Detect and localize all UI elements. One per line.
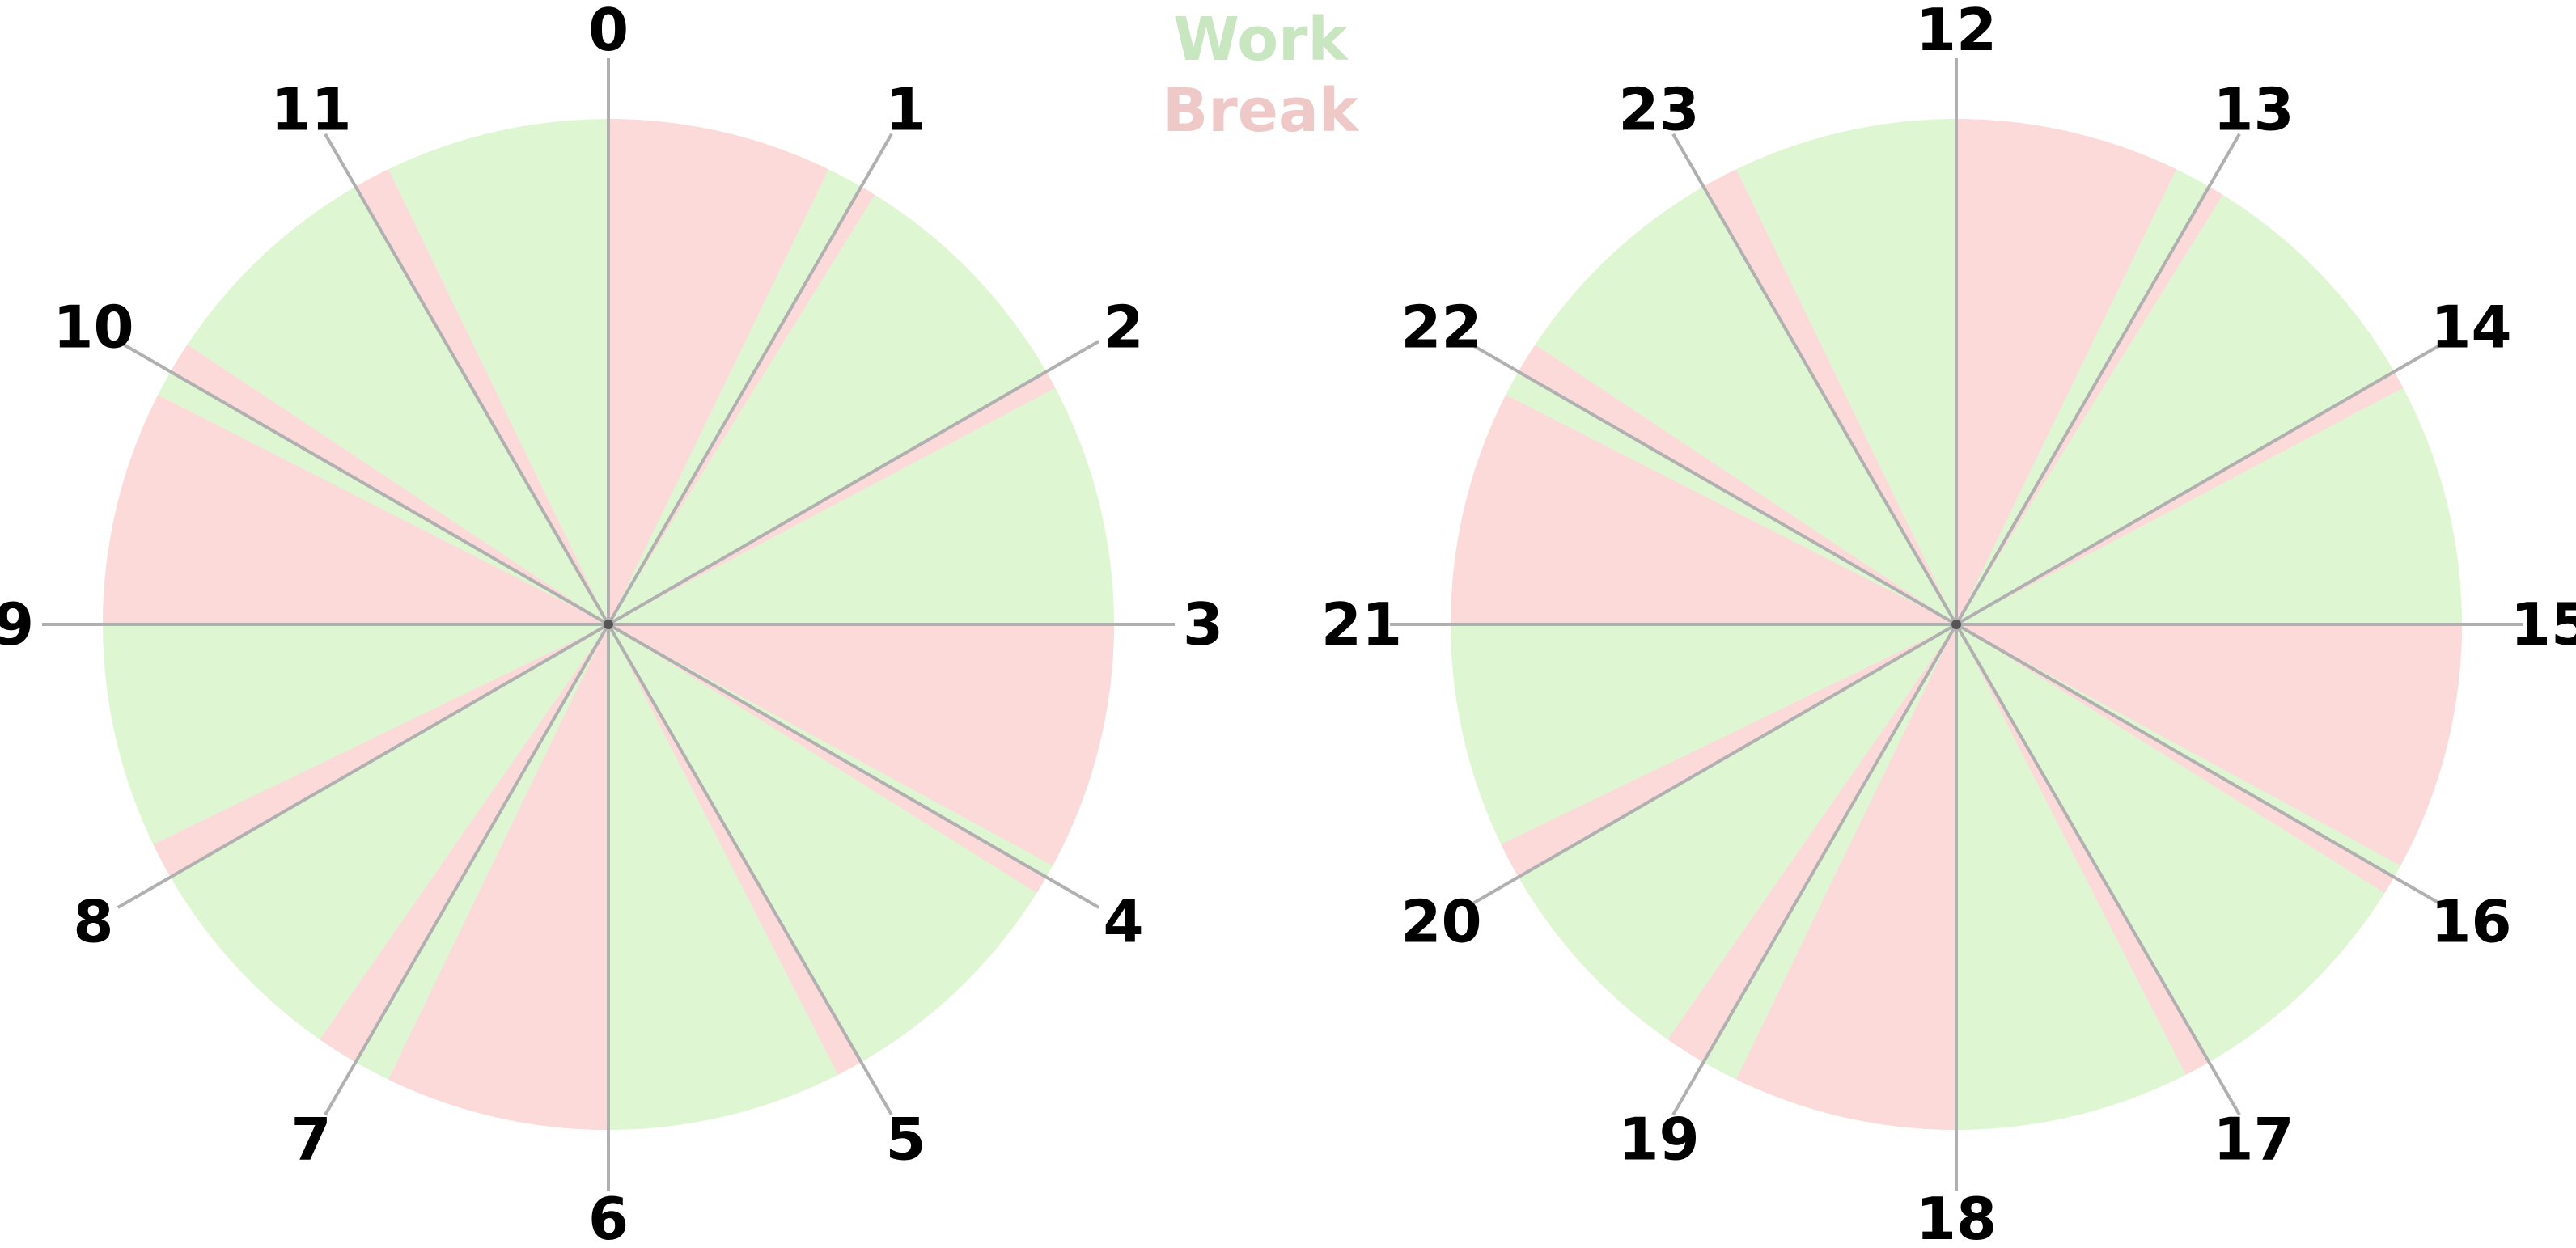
hour-spoke <box>607 624 893 1116</box>
hour-spoke <box>1464 340 1957 626</box>
hour-label: 14 <box>2430 294 2511 362</box>
hour-label: 21 <box>1321 590 1402 658</box>
hour-label: 19 <box>1618 1106 1699 1174</box>
legend: Work Break <box>1163 5 1360 146</box>
hour-label: 17 <box>2213 1106 2294 1174</box>
break-sector <box>1956 186 2223 625</box>
left-clock-dial: 0 1 2 3 4 5 6 7 8 9 10 11 <box>0 0 1223 1248</box>
break-sector <box>103 395 608 624</box>
hour-label: 11 <box>270 75 351 143</box>
break-sector <box>1667 624 1956 1063</box>
right-clock-dial: 12 13 14 15 16 17 18 19 20 21 22 23 <box>1321 0 2576 1248</box>
break-sector <box>1735 624 1956 1130</box>
legend-work-label: Work <box>1173 5 1349 74</box>
hour-label: 9 <box>0 590 34 658</box>
break-sector <box>170 345 609 624</box>
hour-spoke <box>1671 624 1958 1116</box>
hour-label: 10 <box>53 294 133 362</box>
hour-label: 18 <box>1916 1185 1997 1248</box>
break-sector <box>608 624 1114 866</box>
center-dot <box>604 620 613 629</box>
break-sector <box>320 624 608 1063</box>
hour-label: 2 <box>1103 294 1143 362</box>
hour-label: 7 <box>290 1106 331 1174</box>
hour-spoke <box>324 624 610 1116</box>
break-sector <box>153 624 609 878</box>
hour-spoke <box>1464 623 1957 909</box>
break-sector <box>1956 119 2177 624</box>
hour-label: 0 <box>588 0 629 64</box>
hour-label: 22 <box>1400 294 1481 362</box>
hour-spoke <box>117 340 609 626</box>
hour-spoke <box>607 133 893 625</box>
legend-break-label: Break <box>1163 76 1360 146</box>
break-sector <box>355 169 608 625</box>
hour-spoke <box>324 133 610 625</box>
hour-label: 13 <box>2213 75 2294 143</box>
hour-spoke <box>608 623 1100 909</box>
break-sector <box>388 624 608 1130</box>
hour-label: 3 <box>1183 590 1223 658</box>
hour-label: 4 <box>1103 888 1143 956</box>
break-sector <box>1501 624 1956 878</box>
hour-spoke <box>1955 133 2241 625</box>
center-dot <box>1951 620 1961 629</box>
hour-spoke <box>1955 340 2448 626</box>
hour-spoke <box>117 623 609 909</box>
hour-label: 12 <box>1916 0 1997 64</box>
hour-label: 20 <box>1400 888 1481 956</box>
hour-label: 16 <box>2430 888 2511 956</box>
hour-label: 1 <box>885 75 926 143</box>
break-sector <box>608 186 875 625</box>
break-sector <box>1956 624 2395 894</box>
break-sector <box>608 624 1047 894</box>
hour-spoke <box>608 340 1100 626</box>
break-sector <box>1956 624 2462 866</box>
break-sector <box>1703 169 1956 625</box>
hour-label: 23 <box>1618 75 1699 143</box>
break-sector <box>1518 345 1956 624</box>
break-sector <box>608 118 829 624</box>
break-sector <box>1451 395 1956 624</box>
hour-spoke <box>1955 623 2448 909</box>
hour-label: 8 <box>73 888 113 956</box>
hour-spoke <box>1955 624 2241 1116</box>
hour-spoke <box>1671 133 1958 625</box>
hour-label: 6 <box>588 1185 629 1248</box>
hour-label: 5 <box>885 1106 926 1174</box>
hour-label: 15 <box>2510 590 2576 658</box>
